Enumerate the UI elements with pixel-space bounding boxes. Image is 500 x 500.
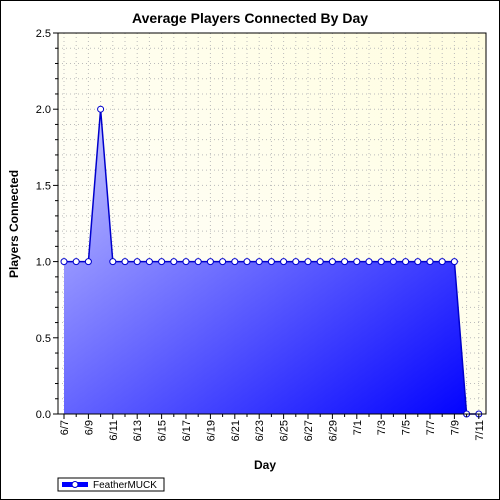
data-point — [426, 258, 434, 266]
y-tick-label: 2.0 — [36, 104, 51, 116]
legend-label: FeatherMUCK — [93, 480, 157, 491]
x-tick-label: 6/7 — [59, 420, 71, 435]
x-tick-label: 7/9 — [449, 420, 461, 435]
data-point — [414, 258, 422, 266]
x-tick-label: 6/11 — [108, 420, 120, 441]
legend-marker — [71, 481, 79, 488]
x-tick-label: 6/25 — [279, 420, 291, 441]
data-point — [60, 258, 68, 266]
data-point — [97, 105, 105, 113]
y-tick-label: 1.0 — [36, 257, 51, 269]
x-tick-label: 7/7 — [425, 420, 437, 435]
data-point — [377, 258, 385, 266]
data-point — [304, 258, 312, 266]
legend: FeatherMUCK — [57, 477, 165, 492]
data-point — [170, 258, 178, 266]
data-point — [182, 258, 190, 266]
x-axis: 6/7 6/9 6/11 6/13 6/15 6/17 6/19 6/21 6/23 6/25 6/… — [59, 414, 486, 441]
data-point — [438, 258, 446, 266]
x-tick-label: 6/15 — [157, 420, 169, 441]
data-point — [158, 258, 166, 266]
data-point — [402, 258, 410, 266]
data-point — [389, 258, 397, 266]
x-tick-label: 7/11 — [474, 420, 486, 441]
area-fill — [64, 109, 479, 414]
data-point — [109, 258, 117, 266]
x-tick-label: 7/3 — [376, 420, 388, 435]
data-point — [450, 258, 458, 266]
data-point — [206, 258, 214, 266]
data-point — [243, 258, 251, 266]
x-tick-label: 7/5 — [401, 420, 413, 435]
data-point — [365, 258, 373, 266]
x-tick-label: 7/1 — [352, 420, 364, 435]
data-point — [353, 258, 361, 266]
y-tick-label: 0.0 — [36, 409, 51, 421]
data-point — [280, 258, 288, 266]
y-tick-label: 0.5 — [36, 333, 51, 345]
data-point — [121, 258, 129, 266]
data-point — [84, 258, 92, 266]
legend-box — [57, 477, 165, 492]
chart-title: Average Players Connected By Day — [132, 10, 368, 26]
y-tick-label: 2.5 — [36, 28, 51, 40]
x-tick-label: 6/13 — [132, 420, 144, 441]
data-point — [267, 258, 275, 266]
x-tick-label: 6/19 — [205, 420, 217, 441]
y-tick-label: 1.5 — [36, 180, 51, 192]
x-tick-label: 6/27 — [303, 420, 315, 441]
y-axis: 0.0 0.5 1.0 1.5 2.0 2.5 — [36, 28, 58, 421]
data-point — [328, 258, 336, 266]
data-point — [231, 258, 239, 266]
x-axis-title: Day — [254, 458, 276, 472]
y-axis-title: Players Connected — [7, 170, 21, 278]
data-point — [219, 258, 227, 266]
x-tick-label: 6/21 — [230, 420, 242, 441]
x-tick-label: 6/23 — [254, 420, 266, 441]
data-point — [316, 258, 324, 266]
data-point — [341, 258, 349, 266]
x-tick-label: 6/9 — [83, 420, 95, 435]
data-point — [292, 258, 300, 266]
data-point — [194, 258, 202, 266]
data-point — [145, 258, 153, 266]
data-point — [72, 258, 80, 266]
plot-border — [57, 32, 487, 415]
x-tick-label: 6/29 — [327, 420, 339, 441]
x-tick-label: 6/17 — [181, 420, 193, 441]
data-point — [255, 258, 263, 266]
data-point — [133, 258, 141, 266]
